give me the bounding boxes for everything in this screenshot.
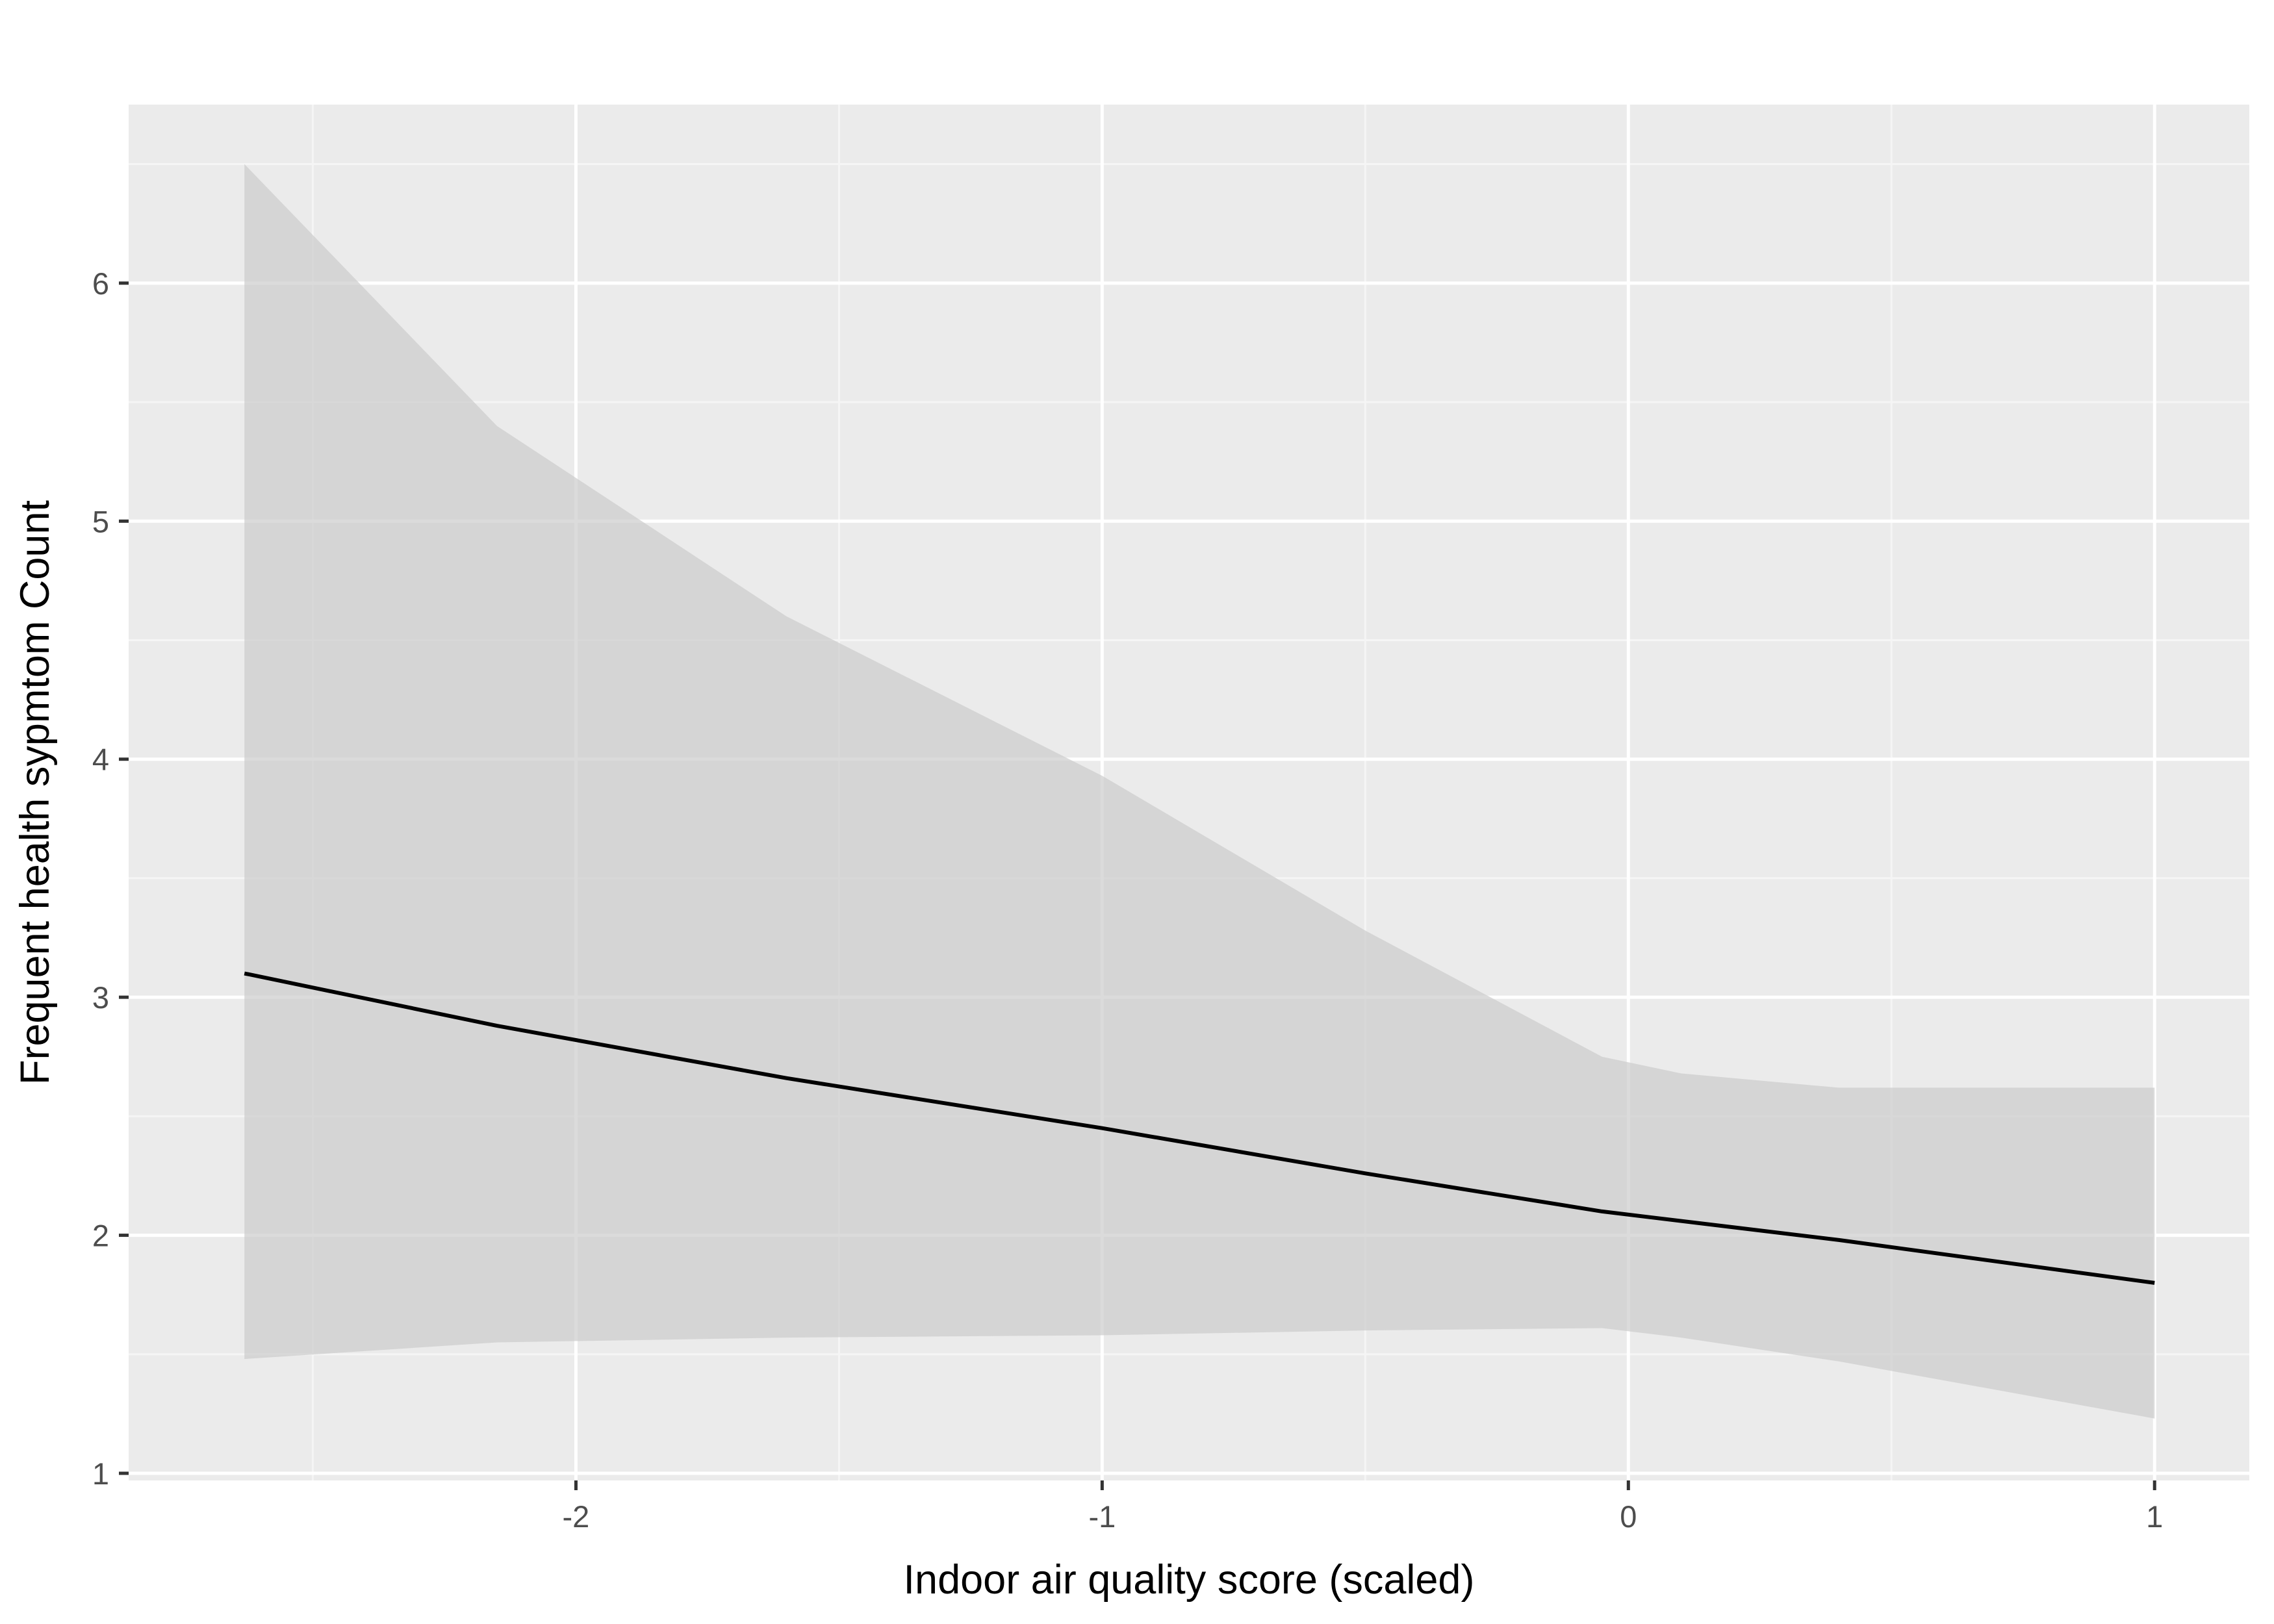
series-line — [244, 971, 2155, 1285]
x-tick-label: 0 — [1620, 1499, 1637, 1534]
y-tick-label: 6 — [92, 266, 109, 301]
x-axis: -2 -1 0 1 — [563, 1480, 2163, 1534]
y-tick-label: 4 — [92, 742, 109, 777]
y-axis-title: Frequent health sypmtom Count — [12, 500, 58, 1085]
y-tick-label: 5 — [92, 504, 109, 539]
x-tick-label: 1 — [2146, 1499, 2163, 1534]
x-tick-label: -1 — [1088, 1499, 1116, 1534]
y-tick-label: 2 — [92, 1219, 109, 1253]
confidence-band — [244, 164, 2155, 1419]
y-tick-label: 3 — [92, 980, 109, 1015]
y-tick-label: 1 — [92, 1456, 109, 1491]
x-tick-label: -2 — [563, 1499, 590, 1534]
y-axis: 1 2 3 4 5 6 — [92, 266, 129, 1491]
x-axis-title: Indoor air quality score (scaled) — [904, 1557, 1475, 1603]
